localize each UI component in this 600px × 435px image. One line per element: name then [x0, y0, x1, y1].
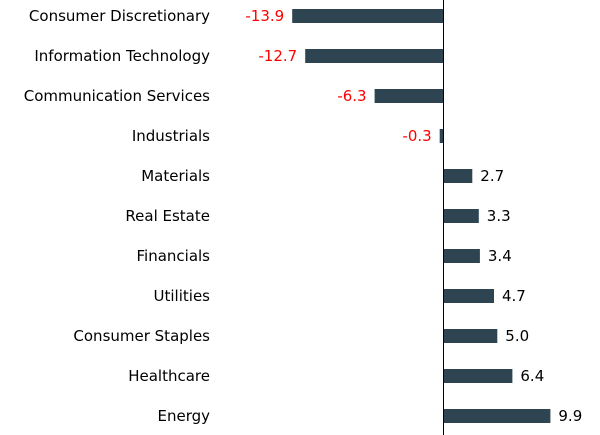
bar-consumer-staples	[443, 329, 498, 343]
category-label-consumer-discretionary: Consumer Discretionary	[29, 7, 210, 25]
category-label-consumer-staples: Consumer Staples	[73, 327, 210, 345]
category-label-energy: Energy	[157, 407, 210, 425]
value-label-consumer-discretionary: -13.9	[245, 7, 284, 25]
value-label-energy: 9.9	[558, 407, 582, 425]
value-label-information-technology: -12.7	[258, 47, 297, 65]
bar-materials	[443, 169, 473, 183]
category-label-information-technology: Information Technology	[34, 47, 210, 65]
value-label-healthcare: 6.4	[520, 367, 544, 385]
value-label-communication-services: -6.3	[337, 87, 366, 105]
category-label-utilities: Utilities	[154, 287, 211, 305]
category-label-real-estate: Real Estate	[125, 207, 210, 225]
category-label-communication-services: Communication Services	[24, 87, 210, 105]
value-labels-group: -13.9 -12.7 -6.3 -0.3 2.7 3.3 3.4 4.7 5.0 6.4 9.9	[245, 7, 582, 425]
category-label-materials: Materials	[141, 167, 210, 185]
bar-communication-services	[374, 89, 443, 103]
category-label-financials: Financials	[137, 247, 211, 265]
bar-information-technology	[305, 49, 443, 63]
bar-real-estate	[443, 209, 479, 223]
bar-healthcare	[443, 369, 513, 383]
bar-financials	[443, 249, 480, 263]
value-label-consumer-staples: 5.0	[505, 327, 529, 345]
category-label-healthcare: Healthcare	[128, 367, 210, 385]
value-label-financials: 3.4	[488, 247, 512, 265]
value-label-real-estate: 3.3	[487, 207, 511, 225]
bar-utilities	[443, 289, 494, 303]
bar-energy	[443, 409, 551, 423]
bar-consumer-discretionary	[292, 9, 443, 23]
category-label-industrials: Industrials	[132, 127, 210, 145]
value-label-materials: 2.7	[480, 167, 504, 185]
bar-industrials	[439, 129, 443, 143]
value-label-utilities: 4.7	[502, 287, 526, 305]
value-label-industrials: -0.3	[402, 127, 431, 145]
bars-group	[292, 9, 551, 423]
category-labels-group: Consumer Discretionary Information Techno…	[24, 7, 210, 425]
